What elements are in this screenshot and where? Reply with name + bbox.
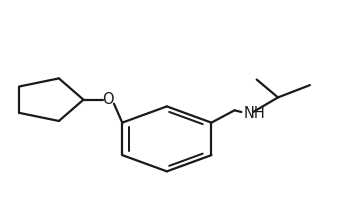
Text: O: O [103, 92, 114, 107]
Text: NH: NH [243, 106, 265, 121]
